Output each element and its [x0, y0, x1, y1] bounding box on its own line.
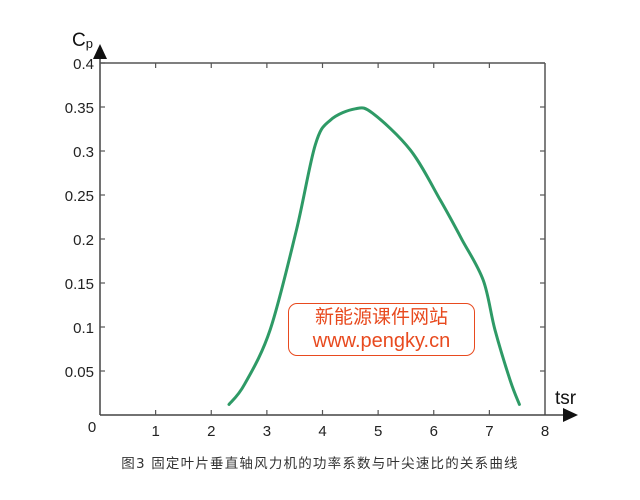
- x-tick-label: 4: [318, 423, 326, 440]
- x-tick-label: 5: [374, 423, 382, 440]
- y-tick-label: 0.2: [73, 232, 94, 249]
- y-tick-label: 0.4: [73, 56, 94, 73]
- x-tick-label: 0: [88, 419, 96, 436]
- y-tick-label: 0.15: [65, 276, 94, 293]
- x-axis-arrow-icon: [563, 408, 578, 422]
- x-tick-label: 7: [485, 423, 493, 440]
- figure-caption: 图3 固定叶片垂直轴风力机的功率系数与叶尖速比的关系曲线: [121, 456, 519, 472]
- watermark-badge: 新能源课件网站 www.pengky.cn: [288, 303, 475, 356]
- y-tick-label: 0.35: [65, 100, 94, 117]
- y-axis-title: Cp: [72, 30, 93, 51]
- y-tick-label: 0.3: [73, 144, 94, 161]
- x-tick-label: 8: [541, 423, 549, 440]
- y-tick-label: 0.25: [65, 188, 94, 205]
- y-tick-label: 0.1: [73, 320, 94, 337]
- cp-curve: [227, 106, 521, 406]
- watermark-url: www.pengky.cn: [312, 330, 451, 352]
- y-axis-tick-labels: 0.05 0.1 0.15 0.2 0.25 0.3 0.35 0.4: [65, 56, 94, 381]
- watermark-site-name: 新能源课件网站: [314, 306, 448, 328]
- x-axis-title: tsr: [555, 388, 577, 409]
- y-axis-arrow-icon: [93, 44, 107, 59]
- y-tick-label: 0.05: [65, 364, 94, 381]
- x-tick-label: 3: [263, 423, 271, 440]
- axis-ticks: [100, 62, 545, 415]
- x-tick-label: 1: [151, 423, 159, 440]
- x-axis-tick-labels: 0 1 2 3 4 5 6 7 8: [88, 419, 549, 440]
- x-tick-label: 2: [207, 423, 215, 440]
- plot-frame: [99, 52, 570, 416]
- x-tick-label: 6: [430, 423, 438, 440]
